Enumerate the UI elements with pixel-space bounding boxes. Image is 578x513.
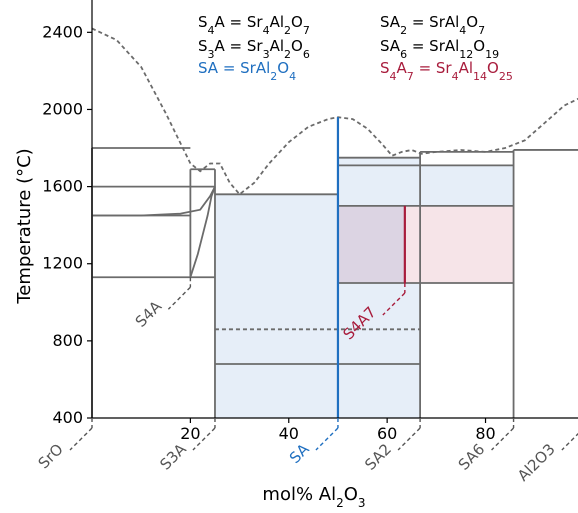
x-tick-label: 80: [475, 424, 495, 443]
legend-entry: SA = SrAl2O4: [198, 59, 296, 83]
y-tick-label: 1200: [42, 254, 83, 273]
compound-leader: [382, 292, 406, 316]
compound-leader: [315, 427, 339, 451]
compound-leader: [491, 427, 515, 451]
axes: 400 800 1200 1600 2000 2400 20 40 60 80: [42, 0, 578, 443]
compound-label: S3A: [156, 440, 190, 474]
compound-leader: [397, 427, 421, 451]
legend-entry: S4A = Sr4Al2O7: [198, 13, 310, 37]
compound-label: SA2: [361, 440, 395, 474]
phase-boundaries: [91, 27, 578, 418]
compound-leader: [167, 286, 191, 310]
field-sa-sa2: [337, 157, 421, 418]
phase-field-fills: [214, 157, 514, 418]
compound-label: SA: [286, 440, 313, 467]
x-tick-label: 40: [279, 424, 299, 443]
compound-leader: [69, 427, 93, 451]
legend-entry: S4A7 = Sr4Al14O25: [380, 59, 513, 83]
field-sa2-sa6-upper: [420, 165, 514, 206]
x-axis-title: mol% Al2O3: [262, 484, 365, 510]
y-tick-label: 2400: [42, 22, 83, 41]
field-s4a7-overlap: [337, 205, 405, 284]
x-tick-label: 20: [180, 424, 200, 443]
solvus-curve: [92, 186, 216, 217]
legend-entry: SA6 = SrAl12O19: [380, 37, 499, 61]
y-axis-title: Temperature (°C): [14, 148, 35, 304]
legend-entry: SA2 = SrAl4O7: [380, 13, 485, 37]
compound-label: SA6: [455, 440, 489, 474]
compound-label: SrO: [35, 440, 67, 472]
y-tick-label: 800: [52, 331, 83, 350]
compound-leader: [561, 432, 578, 451]
compound-leader: [192, 427, 216, 451]
field-s3a-sa: [214, 194, 338, 418]
y-tick-label: 400: [52, 408, 83, 427]
x-tick-label: 60: [377, 424, 397, 443]
legend-entry: S3A = Sr3Al2O6: [198, 37, 310, 61]
y-tick-label: 2000: [42, 99, 83, 118]
y-tick-label: 1600: [42, 177, 83, 196]
compound-label: S4A: [132, 297, 166, 331]
solvus-curve: [189, 186, 216, 278]
compound-label: Al2O3: [514, 440, 559, 485]
field-s4a7: [404, 205, 514, 284]
